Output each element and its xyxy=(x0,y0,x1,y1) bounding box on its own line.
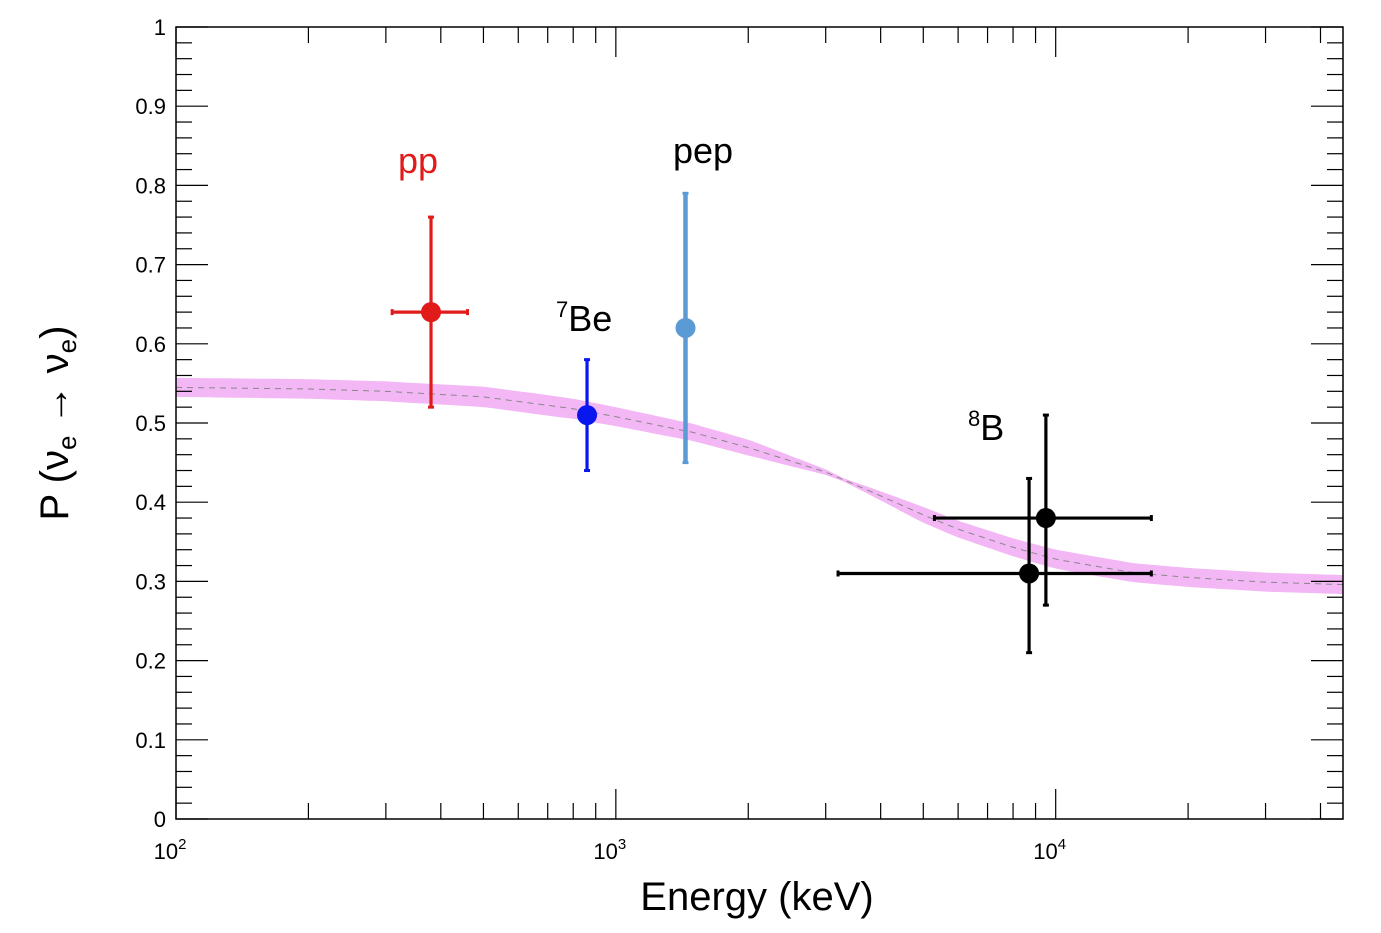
marker xyxy=(577,405,598,426)
data-point-pep xyxy=(675,191,696,465)
x-tick-label: 103 xyxy=(593,836,626,864)
y-axis-title-nu2: ν xyxy=(33,353,77,373)
band-area xyxy=(176,377,1343,595)
x-tick-label: 102 xyxy=(154,836,187,864)
y-tick-label: 0.7 xyxy=(135,253,166,278)
y-tick-label: 0.2 xyxy=(135,649,166,674)
y-tick-label: 0.9 xyxy=(135,94,166,119)
annotation-7be-sup: 7 xyxy=(556,297,568,322)
model-band xyxy=(175,377,1344,595)
y-axis-title-sub2: e xyxy=(52,339,82,353)
y-tick-label: 0.6 xyxy=(135,332,166,357)
y-tick-label: 0.1 xyxy=(135,728,166,753)
x-tick-label: 104 xyxy=(1033,836,1066,864)
annotation-pep-text: pep xyxy=(673,130,733,171)
band-center-line xyxy=(175,386,1344,586)
marker xyxy=(1019,563,1040,584)
annotation-8b-sup: 8 xyxy=(968,406,980,431)
data-point-pp xyxy=(390,215,470,409)
marker xyxy=(421,302,442,323)
annotation-7be: 7Be xyxy=(556,297,612,339)
y-axis-title-suffix: ) xyxy=(33,326,77,339)
annotation-pp: pp xyxy=(398,140,438,181)
y-tick-label: 0 xyxy=(154,807,166,832)
data-point-8b xyxy=(932,413,1153,607)
data-points xyxy=(390,191,1153,655)
y-axis-title-nu1: ν xyxy=(33,450,77,470)
x-axis-title: Energy (keV) xyxy=(640,875,873,919)
y-tick-label: 1 xyxy=(154,15,166,40)
annotation-8b-text: B xyxy=(980,407,1004,448)
annotation-7be-text: Be xyxy=(568,298,612,339)
plot-frame xyxy=(175,26,1344,820)
data-point-8b xyxy=(836,476,1153,655)
data-point-7be xyxy=(577,358,598,473)
y-tick-label: 0.3 xyxy=(135,569,166,594)
annotation-pep: pep xyxy=(673,130,733,171)
axis-ticks: 0 0.1 0.2 0.3 0.4 0.5 0.6 0.7 0.8 0.9 1 102 103 104 xyxy=(135,15,1343,864)
y-tick-label: 0.8 xyxy=(135,173,166,198)
annotation-pp-text: pp xyxy=(398,140,438,181)
y-axis-title-sub1: e xyxy=(52,436,82,450)
y-axis-title-arrow: → xyxy=(33,373,77,435)
annotation-8b: 8B xyxy=(968,406,1004,448)
y-tick-label: 0.5 xyxy=(135,411,166,436)
y-axis-title: P (νe → νe) xyxy=(33,326,82,521)
y-tick-label: 0.4 xyxy=(135,490,166,515)
y-axis-title-prefix: P ( xyxy=(33,469,77,520)
marker xyxy=(1035,508,1056,529)
marker xyxy=(675,317,696,338)
